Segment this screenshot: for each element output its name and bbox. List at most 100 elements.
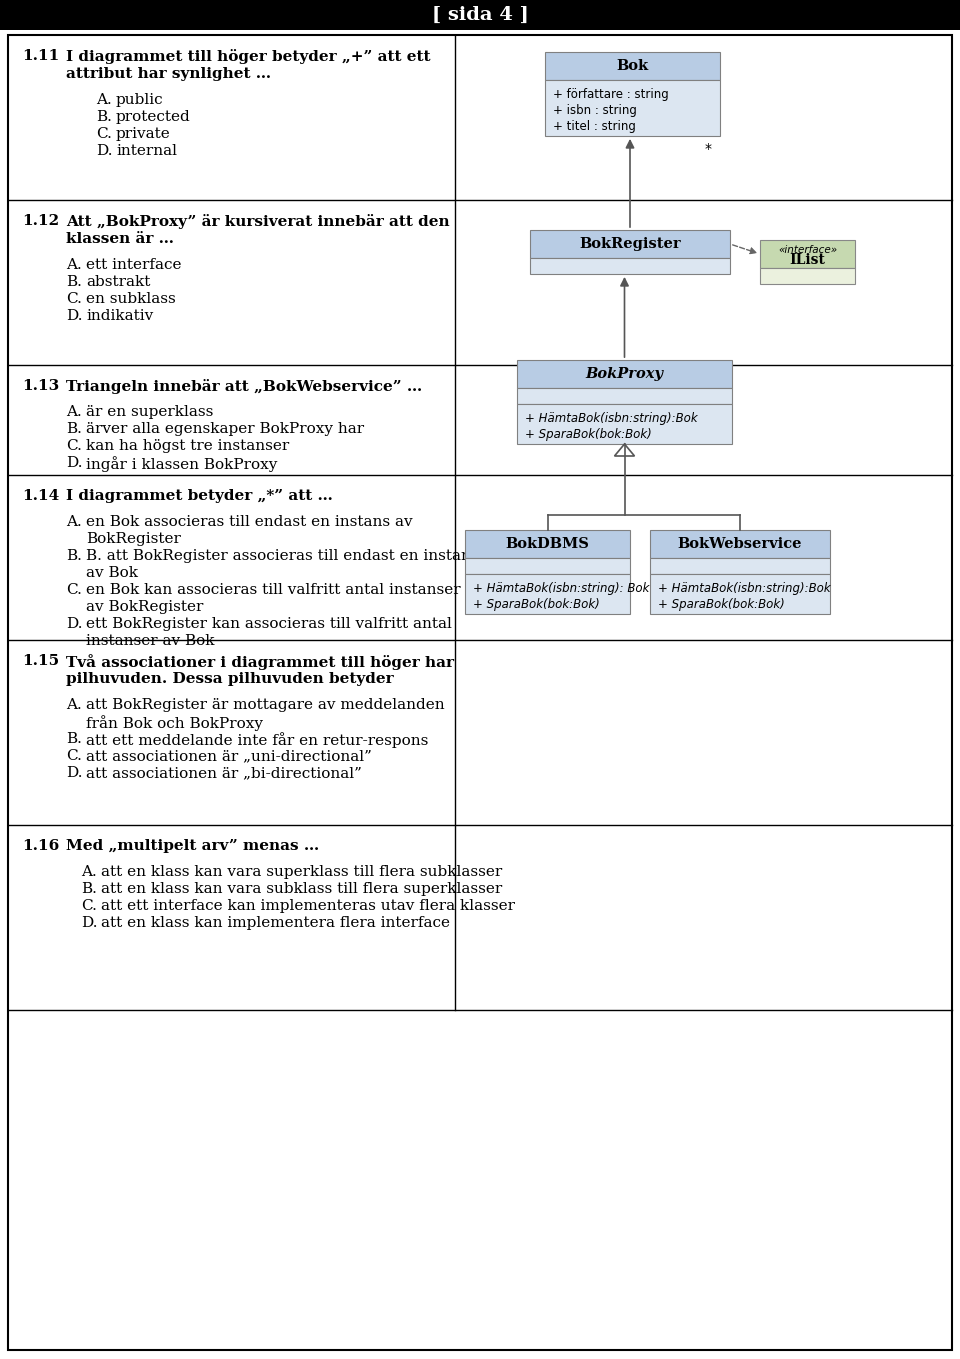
Text: BokWebservice: BokWebservice bbox=[678, 537, 803, 550]
Text: + SparaBok(bok:Bok): + SparaBok(bok:Bok) bbox=[658, 598, 784, 612]
Text: A.: A. bbox=[66, 405, 82, 419]
Text: en subklass: en subklass bbox=[86, 292, 176, 306]
Bar bbox=[650, 559, 830, 573]
Text: att en klass kan implementera flera interface: att en klass kan implementera flera inte… bbox=[101, 916, 450, 930]
Text: D.: D. bbox=[66, 457, 83, 470]
Text: B.: B. bbox=[66, 733, 82, 746]
Text: att ett meddelande inte får en retur-respons: att ett meddelande inte får en retur-res… bbox=[86, 733, 428, 747]
Text: 1.11: 1.11 bbox=[22, 49, 60, 63]
Text: att en klass kan vara superklass till flera subklasser: att en klass kan vara superklass till fl… bbox=[101, 864, 502, 879]
Text: *: * bbox=[705, 141, 711, 156]
Text: D.: D. bbox=[81, 916, 98, 930]
Bar bbox=[517, 404, 732, 444]
Text: D.: D. bbox=[96, 144, 112, 158]
Text: att BokRegister är mottagare av meddelanden: att BokRegister är mottagare av meddelan… bbox=[86, 699, 444, 712]
Bar bbox=[650, 530, 830, 559]
Bar bbox=[0, 0, 960, 30]
Text: C.: C. bbox=[66, 292, 82, 306]
Text: Med „multipelt arv” menas …: Med „multipelt arv” menas … bbox=[66, 839, 320, 853]
Text: A.: A. bbox=[66, 258, 82, 272]
Text: BokRegister: BokRegister bbox=[86, 531, 180, 546]
Text: C.: C. bbox=[81, 900, 97, 913]
Text: B.: B. bbox=[66, 275, 82, 289]
Text: ärver alla egenskaper BokProxy har: ärver alla egenskaper BokProxy har bbox=[86, 423, 364, 436]
Text: klassen är …: klassen är … bbox=[66, 232, 174, 246]
Text: + HämtaBok(isbn:string):Bok: + HämtaBok(isbn:string):Bok bbox=[525, 412, 698, 425]
Text: + HämtaBok(isbn:string): Bok: + HämtaBok(isbn:string): Bok bbox=[473, 582, 649, 595]
Text: A.: A. bbox=[66, 699, 82, 712]
Text: abstrakt: abstrakt bbox=[86, 275, 151, 289]
Text: Bok: Bok bbox=[616, 58, 649, 73]
Text: public: public bbox=[116, 92, 163, 107]
Bar bbox=[650, 573, 830, 614]
Text: kan ha högst tre instanser: kan ha högst tre instanser bbox=[86, 439, 289, 453]
Text: indikativ: indikativ bbox=[86, 308, 154, 323]
Text: 1.13: 1.13 bbox=[22, 379, 60, 393]
Text: ett BokRegister kan associeras till valfritt antal: ett BokRegister kan associeras till valf… bbox=[86, 617, 452, 631]
Bar bbox=[517, 389, 732, 404]
Text: 1.16: 1.16 bbox=[22, 839, 60, 853]
Text: 1.14: 1.14 bbox=[22, 489, 60, 503]
Text: B.: B. bbox=[96, 110, 112, 124]
Bar bbox=[465, 530, 630, 559]
Text: C.: C. bbox=[66, 749, 82, 762]
Text: B.: B. bbox=[81, 882, 97, 896]
Bar bbox=[760, 241, 855, 268]
Text: BokDBMS: BokDBMS bbox=[506, 537, 589, 550]
Text: «interface»: «interface» bbox=[778, 245, 837, 254]
Text: + SparaBok(bok:Bok): + SparaBok(bok:Bok) bbox=[525, 428, 652, 442]
Text: + HämtaBok(isbn:string):Bok: + HämtaBok(isbn:string):Bok bbox=[658, 582, 830, 595]
Text: är en superklass: är en superklass bbox=[86, 405, 213, 419]
Bar bbox=[760, 268, 855, 284]
Text: C.: C. bbox=[96, 126, 112, 141]
Bar bbox=[545, 52, 720, 80]
Text: A.: A. bbox=[96, 92, 111, 107]
Text: + författare : string: + författare : string bbox=[553, 88, 669, 101]
Bar bbox=[545, 80, 720, 136]
Bar bbox=[465, 559, 630, 573]
Text: internal: internal bbox=[116, 144, 177, 158]
Text: BokProxy: BokProxy bbox=[586, 367, 663, 381]
Text: I diagrammet betyder „*” att …: I diagrammet betyder „*” att … bbox=[66, 489, 333, 503]
Text: [ sida 4 ]: [ sida 4 ] bbox=[432, 5, 528, 24]
Text: attribut har synlighet …: attribut har synlighet … bbox=[66, 67, 271, 82]
Text: A.: A. bbox=[81, 864, 97, 879]
Text: av BokRegister: av BokRegister bbox=[86, 601, 204, 614]
Text: + SparaBok(bok:Bok): + SparaBok(bok:Bok) bbox=[473, 598, 600, 612]
Text: BokRegister: BokRegister bbox=[579, 236, 681, 251]
Text: A.: A. bbox=[66, 515, 82, 529]
Text: Triangeln innebär att „BokWebservice” …: Triangeln innebär att „BokWebservice” … bbox=[66, 379, 422, 394]
Text: ett interface: ett interface bbox=[86, 258, 181, 272]
Bar bbox=[465, 573, 630, 614]
Text: 1.12: 1.12 bbox=[22, 213, 60, 228]
Bar bbox=[517, 360, 732, 389]
Text: I diagrammet till höger betyder „+” att ett: I diagrammet till höger betyder „+” att … bbox=[66, 49, 430, 64]
Bar bbox=[530, 230, 730, 258]
Text: att associationen är „bi-directional”: att associationen är „bi-directional” bbox=[86, 766, 362, 780]
Text: av Bok: av Bok bbox=[86, 565, 138, 580]
Text: private: private bbox=[116, 126, 171, 141]
Text: C.: C. bbox=[66, 439, 82, 453]
Text: från Bok och BokProxy: från Bok och BokProxy bbox=[86, 715, 263, 731]
Text: ingår i klassen BokProxy: ingår i klassen BokProxy bbox=[86, 457, 277, 472]
Text: pilhuvuden. Dessa pilhuvuden betyder: pilhuvuden. Dessa pilhuvuden betyder bbox=[66, 671, 394, 686]
Text: D.: D. bbox=[66, 308, 83, 323]
Text: en Bok associeras till endast en instans av: en Bok associeras till endast en instans… bbox=[86, 515, 413, 529]
Text: D.: D. bbox=[66, 617, 83, 631]
Bar bbox=[530, 258, 730, 275]
Text: 1.15: 1.15 bbox=[22, 654, 60, 669]
Text: att en klass kan vara subklass till flera superklasser: att en klass kan vara subklass till fler… bbox=[101, 882, 502, 896]
Text: Två associationer i diagrammet till höger har: Två associationer i diagrammet till höge… bbox=[66, 654, 454, 670]
Text: C.: C. bbox=[66, 583, 82, 597]
Text: + titel : string: + titel : string bbox=[553, 120, 636, 133]
Text: en Bok kan associeras till valfritt antal instanser: en Bok kan associeras till valfritt anta… bbox=[86, 583, 461, 597]
Text: IList: IList bbox=[789, 253, 826, 268]
Text: att ett interface kan implementeras utav flera klasser: att ett interface kan implementeras utav… bbox=[101, 900, 515, 913]
Text: B.: B. bbox=[66, 423, 82, 436]
Text: protected: protected bbox=[116, 110, 191, 124]
Text: instanser av Bok: instanser av Bok bbox=[86, 635, 214, 648]
Text: B.: B. bbox=[66, 549, 82, 563]
Text: B. att BokRegister associeras till endast en instans: B. att BokRegister associeras till endas… bbox=[86, 549, 479, 563]
Text: + isbn : string: + isbn : string bbox=[553, 105, 636, 117]
Text: Att „BokProxy” är kursiverat innebär att den: Att „BokProxy” är kursiverat innebär att… bbox=[66, 213, 449, 230]
